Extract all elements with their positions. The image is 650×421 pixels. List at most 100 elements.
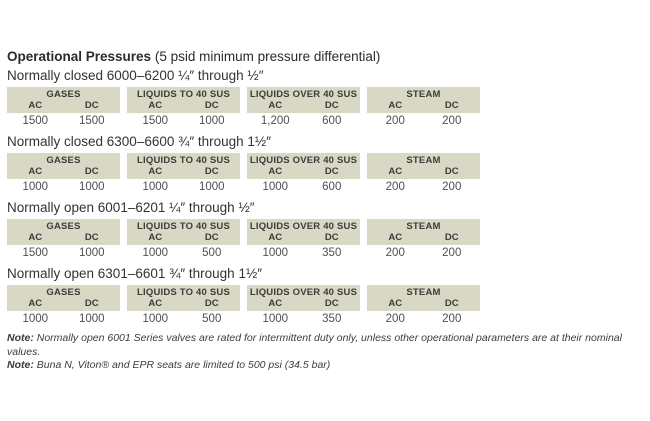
ac-value: 1000 [262, 247, 289, 259]
dc-value: 200 [442, 313, 462, 325]
dc-header: DC [84, 166, 99, 177]
pressure-table: GASES AC DC 1000 1000 LIQUIDS TO 40 SUS AC… [7, 153, 650, 197]
group-header: LIQUIDS OVER 40 SUS AC DC [247, 87, 360, 113]
group-liquids-over-40: LIQUIDS OVER 40 SUS AC DC 1000 350 [247, 285, 360, 329]
dc-value: 1000 [78, 181, 105, 193]
group-title: GASES [46, 155, 81, 166]
page-title-bold: Operational Pressures [7, 49, 152, 64]
pressure-table: GASES AC DC 1000 1000 LIQUIDS TO 40 SUS AC… [7, 285, 650, 329]
group-liquids-to-40: LIQUIDS TO 40 SUS AC DC 1000 500 [127, 285, 240, 329]
section-heading: Normally closed 6000–6200 ¼″ through ½″ [7, 68, 264, 83]
dc-value: 600 [322, 181, 342, 193]
ac-header: AC [148, 166, 163, 177]
acdc-row: AC DC [247, 298, 360, 310]
group-header: STEAM AC DC [367, 219, 480, 245]
values-row: 1000 500 [127, 311, 240, 329]
ac-value: 200 [385, 247, 405, 259]
group-liquids-to-40: LIQUIDS TO 40 SUS AC DC 1000 500 [127, 219, 240, 263]
ac-header: AC [28, 100, 43, 111]
values-row: 200 200 [367, 245, 480, 263]
acdc-row: AC DC [7, 100, 120, 112]
values-row: 1000 1000 [7, 311, 120, 329]
dc-header: DC [204, 232, 219, 243]
ac-header: AC [268, 100, 283, 111]
group-title: LIQUIDS OVER 40 SUS [249, 89, 358, 100]
dc-value: 200 [442, 181, 462, 193]
dc-header: DC [444, 166, 459, 177]
pressure-section-3: Normally open 6001–6201 ¼″ through ½″ GA… [7, 200, 650, 263]
group-header: LIQUIDS OVER 40 SUS AC DC [247, 219, 360, 245]
ac-value: 1000 [22, 181, 49, 193]
ac-value: 1000 [142, 181, 169, 193]
group-header: GASES AC DC [7, 219, 120, 245]
group-header: LIQUIDS OVER 40 SUS AC DC [247, 153, 360, 179]
dc-header: DC [84, 298, 99, 309]
footnote-2: Note: Buna N, Viton® and EPR seats are l… [7, 359, 650, 373]
dc-value: 350 [322, 313, 342, 325]
dc-value: 1000 [198, 181, 225, 193]
dc-header: DC [324, 232, 339, 243]
ac-header: AC [28, 298, 43, 309]
ac-header: AC [148, 298, 163, 309]
ac-value: 1500 [22, 115, 49, 127]
group-title: GASES [46, 89, 81, 100]
dc-value: 500 [202, 313, 222, 325]
dc-value: 1000 [78, 247, 105, 259]
group-title: LIQUIDS TO 40 SUS [137, 221, 230, 232]
ac-value: 1,200 [260, 115, 290, 127]
acdc-row: AC DC [127, 298, 240, 310]
acdc-row: AC DC [7, 232, 120, 244]
ac-value: 1000 [262, 313, 289, 325]
ac-header: AC [148, 232, 163, 243]
values-row: 200 200 [367, 179, 480, 197]
dc-header: DC [204, 166, 219, 177]
values-row: 1000 500 [127, 245, 240, 263]
values-row: 1000 350 [247, 245, 360, 263]
values-row: 1000 1000 [7, 179, 120, 197]
dc-header: DC [324, 298, 339, 309]
group-header: GASES AC DC [7, 153, 120, 179]
dc-header: DC [444, 232, 459, 243]
group-header: LIQUIDS TO 40 SUS AC DC [127, 87, 240, 113]
group-title: LIQUIDS TO 40 SUS [137, 155, 230, 166]
ac-value: 1000 [22, 313, 49, 325]
pressure-table: GASES AC DC 1500 1500 LIQUIDS TO 40 SUS AC… [7, 87, 650, 131]
group-liquids-to-40: LIQUIDS TO 40 SUS AC DC 1000 1000 [127, 153, 240, 197]
group-title: LIQUIDS TO 40 SUS [137, 287, 230, 298]
values-row: 200 200 [367, 113, 480, 131]
group-header: LIQUIDS TO 40 SUS AC DC [127, 153, 240, 179]
acdc-row: AC DC [7, 166, 120, 178]
group-title: LIQUIDS TO 40 SUS [137, 89, 230, 100]
acdc-row: AC DC [7, 298, 120, 310]
note-text: Buna N, Viton® and EPR seats are limited… [33, 359, 331, 371]
ac-header: AC [388, 232, 403, 243]
ac-header: AC [28, 166, 43, 177]
values-row: 1500 1000 [7, 245, 120, 263]
ac-value: 1000 [262, 181, 289, 193]
group-liquids-over-40: LIQUIDS OVER 40 SUS AC DC 1000 350 [247, 219, 360, 263]
ac-value: 1000 [142, 247, 169, 259]
ac-header: AC [268, 232, 283, 243]
acdc-row: AC DC [367, 100, 480, 112]
ac-value: 1500 [22, 247, 49, 259]
dc-header: DC [204, 298, 219, 309]
group-liquids-to-40: LIQUIDS TO 40 SUS AC DC 1500 1000 [127, 87, 240, 131]
section-heading: Normally closed 6300–6600 ¾″ through 1½″ [7, 134, 271, 149]
dc-value: 1500 [78, 115, 105, 127]
group-title: GASES [46, 287, 81, 298]
group-title: STEAM [406, 221, 441, 232]
group-header: STEAM AC DC [367, 153, 480, 179]
acdc-row: AC DC [127, 232, 240, 244]
ac-value: 1500 [142, 115, 169, 127]
dc-header: DC [324, 100, 339, 111]
dc-value: 1000 [198, 115, 225, 127]
group-header: GASES AC DC [7, 87, 120, 113]
ac-header: AC [268, 166, 283, 177]
acdc-row: AC DC [367, 232, 480, 244]
dc-value: 200 [442, 115, 462, 127]
dc-header: DC [324, 166, 339, 177]
dc-value: 350 [322, 247, 342, 259]
acdc-row: AC DC [367, 298, 480, 310]
group-header: LIQUIDS OVER 40 SUS AC DC [247, 285, 360, 311]
